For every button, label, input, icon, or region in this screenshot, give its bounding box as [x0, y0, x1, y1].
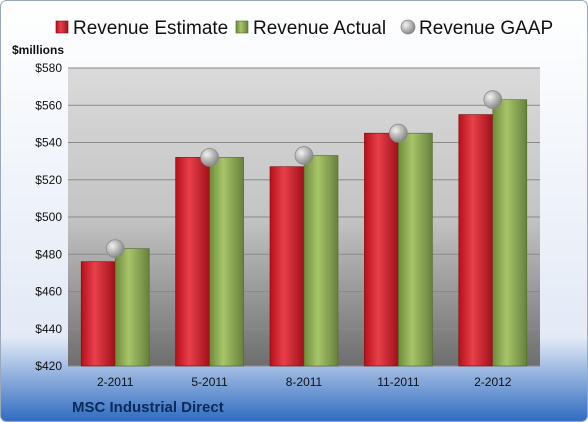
- legend-label-revenue-gaap: Revenue GAAP: [419, 18, 553, 39]
- y-axis-unit-label: $millions: [12, 43, 64, 57]
- bar-revenue-estimate-5-2011: [175, 157, 210, 367]
- bar-revenue-estimate-2-2011: [80, 261, 116, 367]
- bar-revenue-actual-2-2012: [492, 99, 528, 367]
- bar-revenue-actual-5-2011: [209, 157, 244, 367]
- y-tick-label: $440: [35, 322, 62, 336]
- bar-revenue-estimate-8-2011: [269, 166, 305, 367]
- y-tick-label: $420: [35, 359, 62, 373]
- y-tick-label: $480: [35, 247, 62, 261]
- x-tick-label: 2-2011: [97, 375, 134, 389]
- bar-revenue-actual-2-2011: [114, 248, 150, 367]
- y-axis-ticks: $420 $440 $460 $480 $500 $520 $540 $560 $580: [35, 61, 62, 373]
- marker-revenue-gaap-2-2012: [483, 90, 503, 110]
- bar-revenue-estimate-11-2011: [364, 132, 399, 367]
- marker-revenue-gaap-5-2011: [200, 147, 220, 167]
- y-tick-label: $460: [35, 285, 62, 299]
- x-tick-label: 11-2011: [377, 375, 420, 389]
- bar-revenue-actual-11-2011: [398, 132, 433, 367]
- y-tick-label: $580: [35, 61, 62, 75]
- legend-label-revenue-estimate: Revenue Estimate: [73, 18, 228, 39]
- marker-revenue-gaap-11-2011: [388, 123, 408, 143]
- legend-swatch-revenue-actual: [235, 20, 249, 34]
- y-tick-label: $500: [35, 210, 62, 224]
- bar-revenue-actual-8-2011: [303, 155, 339, 367]
- y-tick-label: $520: [35, 173, 62, 187]
- marker-revenue-gaap-2-2011: [105, 239, 125, 259]
- x-tick-label: 5-2011: [191, 375, 228, 389]
- legend-label-revenue-actual: Revenue Actual: [253, 18, 386, 39]
- chart-legend: Revenue Estimate Revenue Actual Revenue GA…: [55, 18, 553, 39]
- company-label: MSC Industrial Direct: [72, 399, 224, 416]
- x-tick-label: 8-2011: [286, 375, 323, 389]
- y-tick-label: $560: [35, 98, 62, 112]
- y-tick-label: $540: [35, 136, 62, 150]
- bars: [80, 99, 528, 367]
- legend-swatch-revenue-gaap: [400, 19, 416, 35]
- x-tick-label: 2-2012: [474, 375, 512, 389]
- bar-revenue-estimate-2-2012: [458, 114, 494, 367]
- legend-swatch-revenue-estimate: [55, 20, 69, 34]
- gaap-markers: [105, 90, 503, 259]
- x-axis-ticks: 2-2011 5-2011 8-2011 11-2011 2-2012: [97, 375, 512, 389]
- marker-revenue-gaap-8-2011: [294, 146, 314, 165]
